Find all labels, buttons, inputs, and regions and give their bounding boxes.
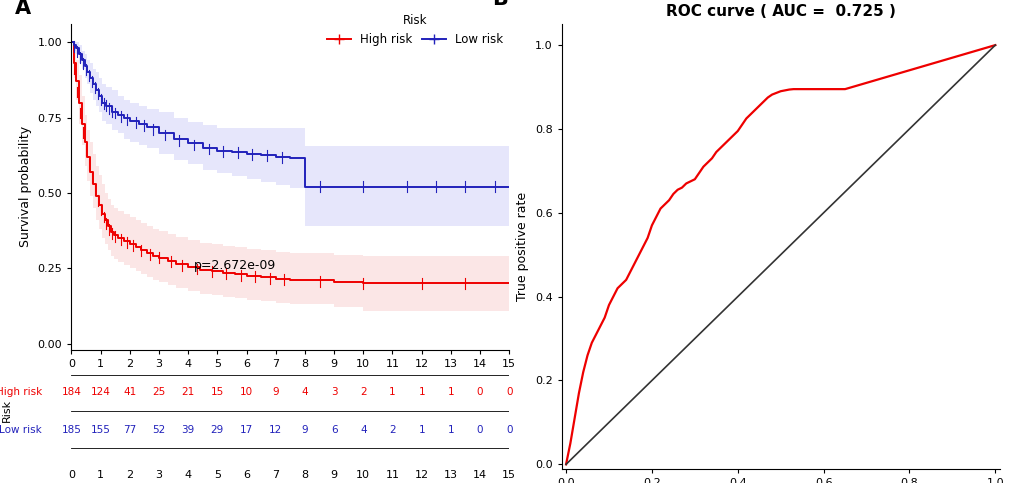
Text: 0: 0 [476, 425, 483, 435]
Text: A: A [14, 0, 31, 18]
Text: 2: 2 [360, 387, 366, 397]
Text: 4: 4 [302, 387, 308, 397]
Text: 3: 3 [330, 387, 337, 397]
Y-axis label: Survival probability: Survival probability [19, 127, 32, 247]
Y-axis label: True positive rate: True positive rate [516, 192, 529, 301]
Text: B: B [491, 0, 507, 9]
Text: 184: 184 [61, 387, 82, 397]
Text: 9: 9 [272, 387, 279, 397]
Text: 21: 21 [181, 387, 195, 397]
X-axis label: Time(years): Time(years) [253, 374, 327, 387]
Text: 0: 0 [505, 425, 512, 435]
Text: 17: 17 [239, 425, 253, 435]
Text: 39: 39 [181, 425, 195, 435]
Title: ROC curve ( AUC =  0.725 ): ROC curve ( AUC = 0.725 ) [665, 4, 895, 19]
Text: 1: 1 [418, 387, 425, 397]
Text: 29: 29 [211, 425, 224, 435]
Text: 4: 4 [360, 425, 366, 435]
Text: Low risk: Low risk [0, 425, 42, 435]
Text: 0: 0 [476, 387, 483, 397]
Text: 52: 52 [152, 425, 165, 435]
Text: 15: 15 [211, 387, 224, 397]
Text: 2: 2 [389, 425, 395, 435]
Text: 25: 25 [152, 387, 165, 397]
Text: 0: 0 [505, 387, 512, 397]
Text: 124: 124 [91, 387, 110, 397]
Text: 12: 12 [269, 425, 282, 435]
Text: Risk: Risk [2, 399, 12, 423]
Legend: High risk, Low risk: High risk, Low risk [327, 14, 502, 46]
Text: 1: 1 [389, 387, 395, 397]
Text: 6: 6 [330, 425, 337, 435]
Text: 1: 1 [447, 387, 453, 397]
Text: 155: 155 [91, 425, 110, 435]
Text: 1: 1 [447, 425, 453, 435]
Text: 1: 1 [418, 425, 425, 435]
Text: 77: 77 [123, 425, 137, 435]
Text: High risk: High risk [0, 387, 42, 397]
Text: 185: 185 [61, 425, 82, 435]
Text: 41: 41 [123, 387, 137, 397]
Text: 10: 10 [239, 387, 253, 397]
Text: p=2.672e-09: p=2.672e-09 [194, 258, 276, 271]
Text: 9: 9 [302, 425, 308, 435]
